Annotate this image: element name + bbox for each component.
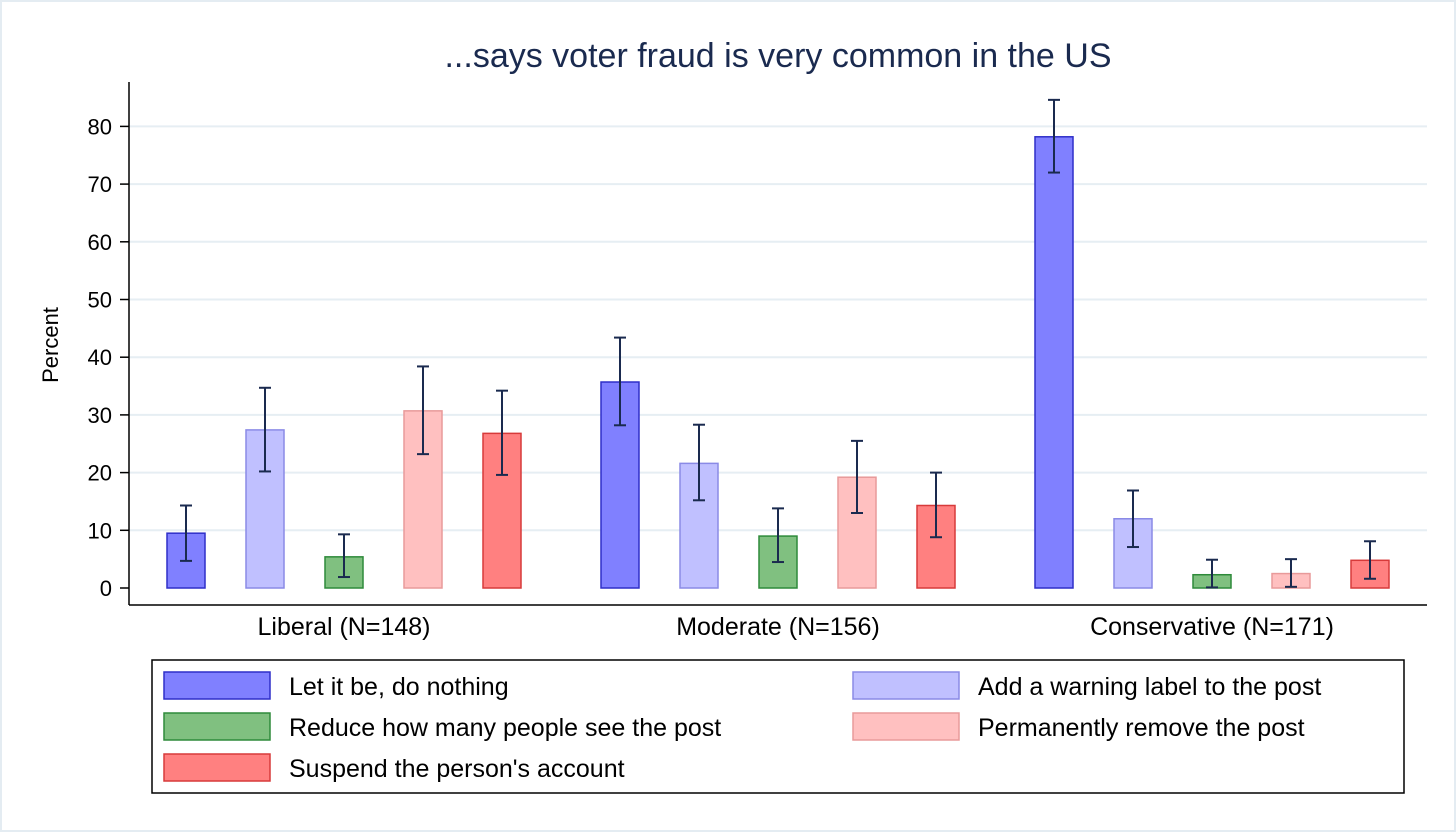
error-bars bbox=[180, 98, 1376, 589]
y-tick-label: 20 bbox=[88, 461, 112, 486]
legend-swatch bbox=[163, 671, 271, 700]
y-tick-label: 70 bbox=[88, 172, 112, 197]
y-tick-label: 10 bbox=[88, 518, 112, 543]
y-axis-label: Percent bbox=[38, 307, 63, 383]
legend-swatch bbox=[163, 712, 271, 741]
legend-label: Suspend the person's account bbox=[289, 755, 625, 783]
y-tick-label: 80 bbox=[88, 114, 112, 139]
gridlines bbox=[129, 125, 1427, 532]
legend-swatch bbox=[852, 712, 960, 741]
y-tick-label: 0 bbox=[100, 576, 112, 601]
x-category-label: Conservative (N=171) bbox=[1090, 613, 1334, 641]
legend-swatch bbox=[852, 671, 960, 700]
legend-swatch bbox=[163, 753, 271, 782]
legend-box bbox=[151, 659, 1405, 794]
legend: Let it be, do nothing Add a warning label… bbox=[151, 659, 1405, 794]
y-tick-label: 50 bbox=[88, 288, 112, 313]
x-category-label: Moderate (N=156) bbox=[676, 613, 880, 641]
x-category-label: Liberal (N=148) bbox=[257, 613, 430, 641]
chart-title: ...says voter fraud is very common in th… bbox=[444, 37, 1111, 75]
legend-label: Reduce how many people see the post bbox=[289, 714, 721, 742]
legend-label: Add a warning label to the post bbox=[978, 673, 1321, 701]
bar bbox=[1034, 136, 1074, 589]
legend-label: Permanently remove the post bbox=[978, 714, 1305, 742]
axes: 0 10 20 30 40 50 60 70 80 bbox=[88, 82, 1427, 606]
y-tick-label: 40 bbox=[88, 345, 112, 370]
x-category-labels: Liberal (N=148) Moderate (N=156) Conservat… bbox=[257, 613, 1333, 641]
y-tick-label: 60 bbox=[88, 230, 112, 255]
y-tick-label: 30 bbox=[88, 403, 112, 428]
legend-label: Let it be, do nothing bbox=[289, 673, 509, 701]
